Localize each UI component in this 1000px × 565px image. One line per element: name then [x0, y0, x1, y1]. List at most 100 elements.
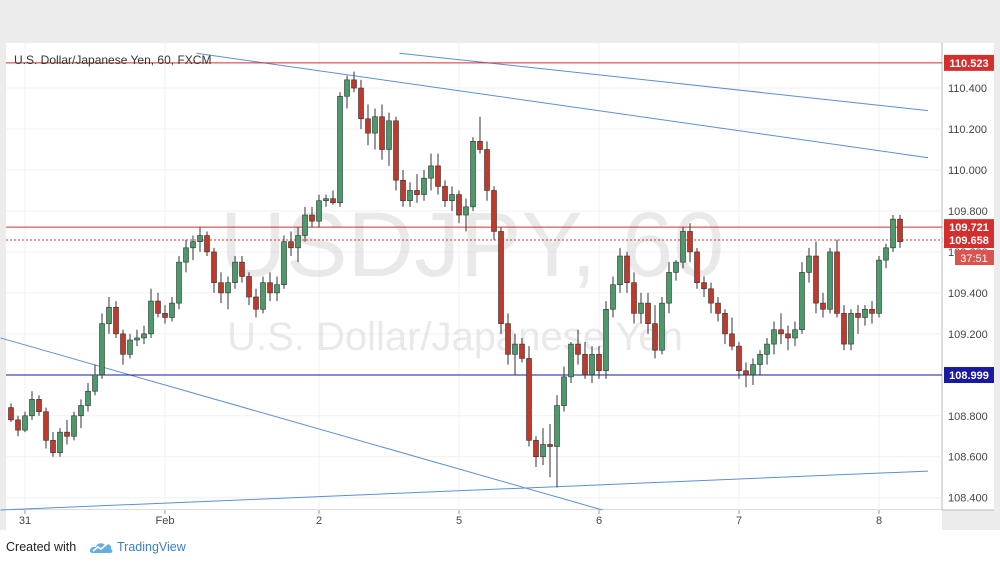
candle-body: [99, 323, 105, 376]
candle-body: [204, 235, 210, 253]
candle-body: [239, 261, 245, 277]
footer: [0, 530, 1000, 565]
price-tick-label: 110.000: [948, 165, 987, 177]
time-tick-label: 5: [456, 515, 462, 527]
candle-body: [820, 302, 826, 310]
price-tick-label: 108.600: [948, 452, 988, 464]
candle-body: [29, 399, 35, 417]
candle-body: [855, 313, 861, 318]
price-tick-label: 109.200: [948, 329, 988, 341]
candle-body: [477, 141, 483, 150]
candle-body: [897, 218, 903, 242]
candle-body: [253, 296, 259, 310]
plot-area[interactable]: [6, 43, 942, 510]
candle-body: [71, 415, 77, 437]
candle-body: [701, 282, 707, 290]
candle-body: [890, 218, 896, 249]
candle-body: [379, 116, 385, 150]
candle-body: [841, 313, 847, 345]
candle-body: [764, 343, 770, 355]
time-ticks: 31 Feb 2 5 6 7 8: [19, 510, 882, 527]
price-label-box: [944, 219, 994, 236]
candle-body: [540, 444, 546, 458]
candle-body: [337, 95, 343, 204]
time-tick-label: 2: [316, 515, 322, 527]
candle-body: [638, 302, 644, 314]
candle-body: [302, 214, 308, 236]
price-axis[interactable]: [942, 43, 994, 510]
candle-body: [610, 284, 616, 310]
candle-body: [288, 241, 294, 249]
price-label-text: 109.721: [949, 222, 989, 234]
candle-body: [309, 214, 315, 222]
candle-body: [211, 251, 217, 283]
candle-body: [260, 282, 266, 310]
candle-body: [323, 198, 329, 202]
candle-body: [386, 120, 392, 150]
candle-body: [57, 431, 63, 453]
chart-svg: USDJPY, 60 U.S. Dollar/Japanese Yen 108.…: [0, 43, 994, 530]
candle-body: [568, 343, 574, 378]
price-tick-label: 109.400: [948, 288, 988, 300]
candle-body: [113, 306, 119, 335]
candle-body: [505, 323, 511, 355]
candle-body: [491, 190, 497, 232]
candle-body: [127, 339, 133, 355]
candle-body: [708, 288, 714, 304]
chart-title: U.S. Dollar/Japanese Yen, 60, FXCM: [14, 53, 211, 67]
price-label-box: [944, 232, 994, 249]
candle-body: [526, 358, 532, 441]
candle-body: [365, 118, 371, 134]
time-tick-label: 8: [876, 515, 882, 527]
candle-body: [729, 333, 735, 347]
candle-body: [680, 231, 686, 263]
trend-line: [0, 470, 929, 511]
tradingview-logo-icon[interactable]: [88, 539, 114, 555]
candle-body: [15, 419, 21, 431]
candle-body: [631, 282, 637, 314]
countdown-text: 37:51: [960, 253, 988, 265]
candle-body: [498, 231, 504, 324]
candle-body: [92, 374, 98, 392]
candle-body: [78, 405, 84, 417]
candle-body: [806, 255, 812, 273]
candle-body: [316, 200, 322, 222]
candle-body: [883, 247, 889, 261]
candle-body: [624, 255, 630, 283]
time-tick-label: Feb: [156, 515, 175, 527]
candle-body: [666, 272, 672, 304]
time-axis[interactable]: [6, 510, 942, 530]
price-label-box: [944, 367, 994, 384]
candle-body: [736, 345, 742, 372]
countdown-box: [955, 250, 994, 266]
candle-body: [393, 120, 399, 181]
price-tick-label: 110.200: [948, 124, 987, 136]
candle-body: [645, 302, 651, 324]
candle-body: [435, 165, 441, 187]
candle-body: [827, 251, 833, 310]
candle-body: [596, 354, 602, 372]
price-tick-label: 109.800: [948, 206, 988, 218]
candle-body: [134, 337, 140, 341]
candle-body: [715, 302, 721, 314]
candle-body: [463, 206, 469, 216]
candle-body: [148, 300, 154, 335]
candle-body: [274, 284, 280, 294]
trend-line: [196, 52, 929, 159]
tradingview-link[interactable]: TradingView: [117, 540, 186, 554]
candle-body: [652, 323, 658, 351]
price-label-text: 109.658: [949, 235, 989, 247]
candle-body: [792, 329, 798, 339]
candle-body: [484, 149, 490, 191]
candle-body: [232, 261, 238, 283]
candle-body: [659, 302, 665, 351]
candle-body: [344, 79, 350, 97]
watermark: USDJPY, 60 U.S. Dollar/Japanese Yen: [220, 194, 725, 359]
candle-body: [575, 343, 581, 355]
candle-body: [589, 354, 595, 376]
candle-body: [183, 247, 189, 263]
candle-body: [155, 300, 161, 314]
candle-body: [267, 282, 273, 294]
candle-body: [295, 235, 301, 249]
